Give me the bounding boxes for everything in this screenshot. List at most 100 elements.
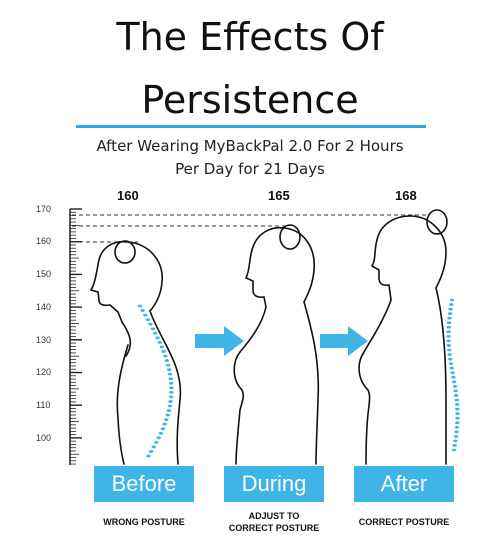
spine-dot xyxy=(148,450,154,453)
spine-dot xyxy=(450,371,455,375)
spine-dot xyxy=(169,390,174,394)
spine-dot xyxy=(455,421,460,425)
spine-dot xyxy=(449,298,455,302)
spine-dot xyxy=(157,340,162,344)
spine-dot xyxy=(151,445,156,449)
spine-dot xyxy=(168,377,173,381)
caption-during-line-2: CORRECT POSTURE xyxy=(228,523,320,533)
spine-dot xyxy=(455,412,460,416)
spine-dot xyxy=(453,434,459,438)
ruler-label-160: 160 xyxy=(36,236,52,246)
spine-dot xyxy=(453,389,458,393)
spine-dot xyxy=(449,303,454,306)
spine-dot xyxy=(452,444,457,447)
ruler-label-140: 140 xyxy=(36,302,52,312)
spine-before xyxy=(137,304,174,458)
spine-dot xyxy=(160,427,166,431)
ruler-label-120: 120 xyxy=(36,367,52,377)
subtitle-line-2: Per Day for 21 Days xyxy=(175,160,325,178)
spine-dot xyxy=(451,448,457,452)
stage-before: Before xyxy=(94,466,194,502)
ruler-label-150: 150 xyxy=(36,269,52,279)
spine-dot xyxy=(155,336,160,340)
spine-dot xyxy=(158,431,164,435)
spine-dot xyxy=(447,353,452,356)
height-label-after: 168 xyxy=(395,188,417,203)
spine-dot xyxy=(446,339,451,343)
spine-dot xyxy=(454,430,459,434)
spine-dot xyxy=(167,372,173,376)
ruler-label-130: 130 xyxy=(36,335,52,345)
spine-dot xyxy=(455,407,460,411)
spine-dot xyxy=(137,304,143,308)
spine-after xyxy=(446,298,460,452)
spine-dot xyxy=(454,398,459,402)
spine-dot xyxy=(164,418,169,422)
title-underline xyxy=(76,125,426,128)
spine-dot xyxy=(446,325,451,329)
title-line-2: Persistence xyxy=(141,78,359,122)
spine-dot xyxy=(454,425,460,429)
spine-dot xyxy=(165,363,171,367)
spine-dot xyxy=(145,318,151,322)
stage-after: After xyxy=(354,466,454,502)
spine-dot xyxy=(449,366,454,370)
ruler-label-100: 100 xyxy=(36,433,52,443)
spine-dot xyxy=(168,381,174,385)
spine-dot xyxy=(448,357,453,361)
figure-before xyxy=(89,240,182,465)
stage-during: During xyxy=(224,466,324,502)
spine-dot xyxy=(448,307,453,311)
spine-dot xyxy=(164,359,170,362)
spine-dot xyxy=(146,454,151,458)
spine-dot xyxy=(447,348,452,352)
spine-dot xyxy=(454,394,459,397)
spine-dot xyxy=(168,400,173,403)
ruler-label-170: 170 xyxy=(36,204,52,214)
title-line-1: The Effects Of xyxy=(116,15,384,59)
spine-dot xyxy=(159,345,164,349)
height-label-during: 165 xyxy=(268,188,290,203)
spine-dot xyxy=(447,312,453,316)
spine-dot xyxy=(167,368,172,372)
spine-dot xyxy=(154,440,159,444)
spine-dot xyxy=(169,386,174,390)
spine-dot xyxy=(162,422,167,426)
spine-dot xyxy=(448,362,454,366)
arrow-icon xyxy=(195,326,244,356)
spine-dot xyxy=(148,322,153,326)
spine-dot xyxy=(447,316,452,320)
spine-dot xyxy=(452,380,457,384)
spine-dot xyxy=(143,313,148,317)
spine-dot xyxy=(452,384,458,388)
spine-dot xyxy=(454,403,460,406)
spine-dot xyxy=(455,416,460,420)
spine-dot xyxy=(140,309,145,312)
spine-dot xyxy=(168,395,174,399)
spine-dot xyxy=(166,409,172,412)
spine-dot xyxy=(446,334,451,338)
caption-before: WRONG POSTURE xyxy=(103,517,185,527)
spine-dot xyxy=(161,350,166,353)
arrow-icon xyxy=(320,326,368,356)
spine-dot xyxy=(451,375,456,379)
spine-dot xyxy=(453,439,458,443)
caption-after: CORRECT POSTURE xyxy=(358,517,450,527)
height-label-before: 160 xyxy=(117,188,139,203)
spine-dot xyxy=(446,330,451,334)
figure-during xyxy=(233,224,320,465)
spine-dot xyxy=(150,327,156,331)
spine-dot xyxy=(156,436,161,440)
spine-dot xyxy=(167,404,173,408)
spine-dot xyxy=(446,321,452,325)
figure-after xyxy=(358,209,448,465)
spine-dot xyxy=(163,354,168,358)
subtitle-line-1: After Wearing MyBackPal 2.0 For 2 Hours xyxy=(96,137,404,155)
spine-dot xyxy=(165,413,170,417)
caption-during-line-1: ADJUST TO xyxy=(248,511,300,521)
spine-dot xyxy=(446,344,452,347)
ruler-label-110: 110 xyxy=(36,400,51,410)
spine-dot xyxy=(153,331,158,335)
height-ruler xyxy=(69,208,82,465)
